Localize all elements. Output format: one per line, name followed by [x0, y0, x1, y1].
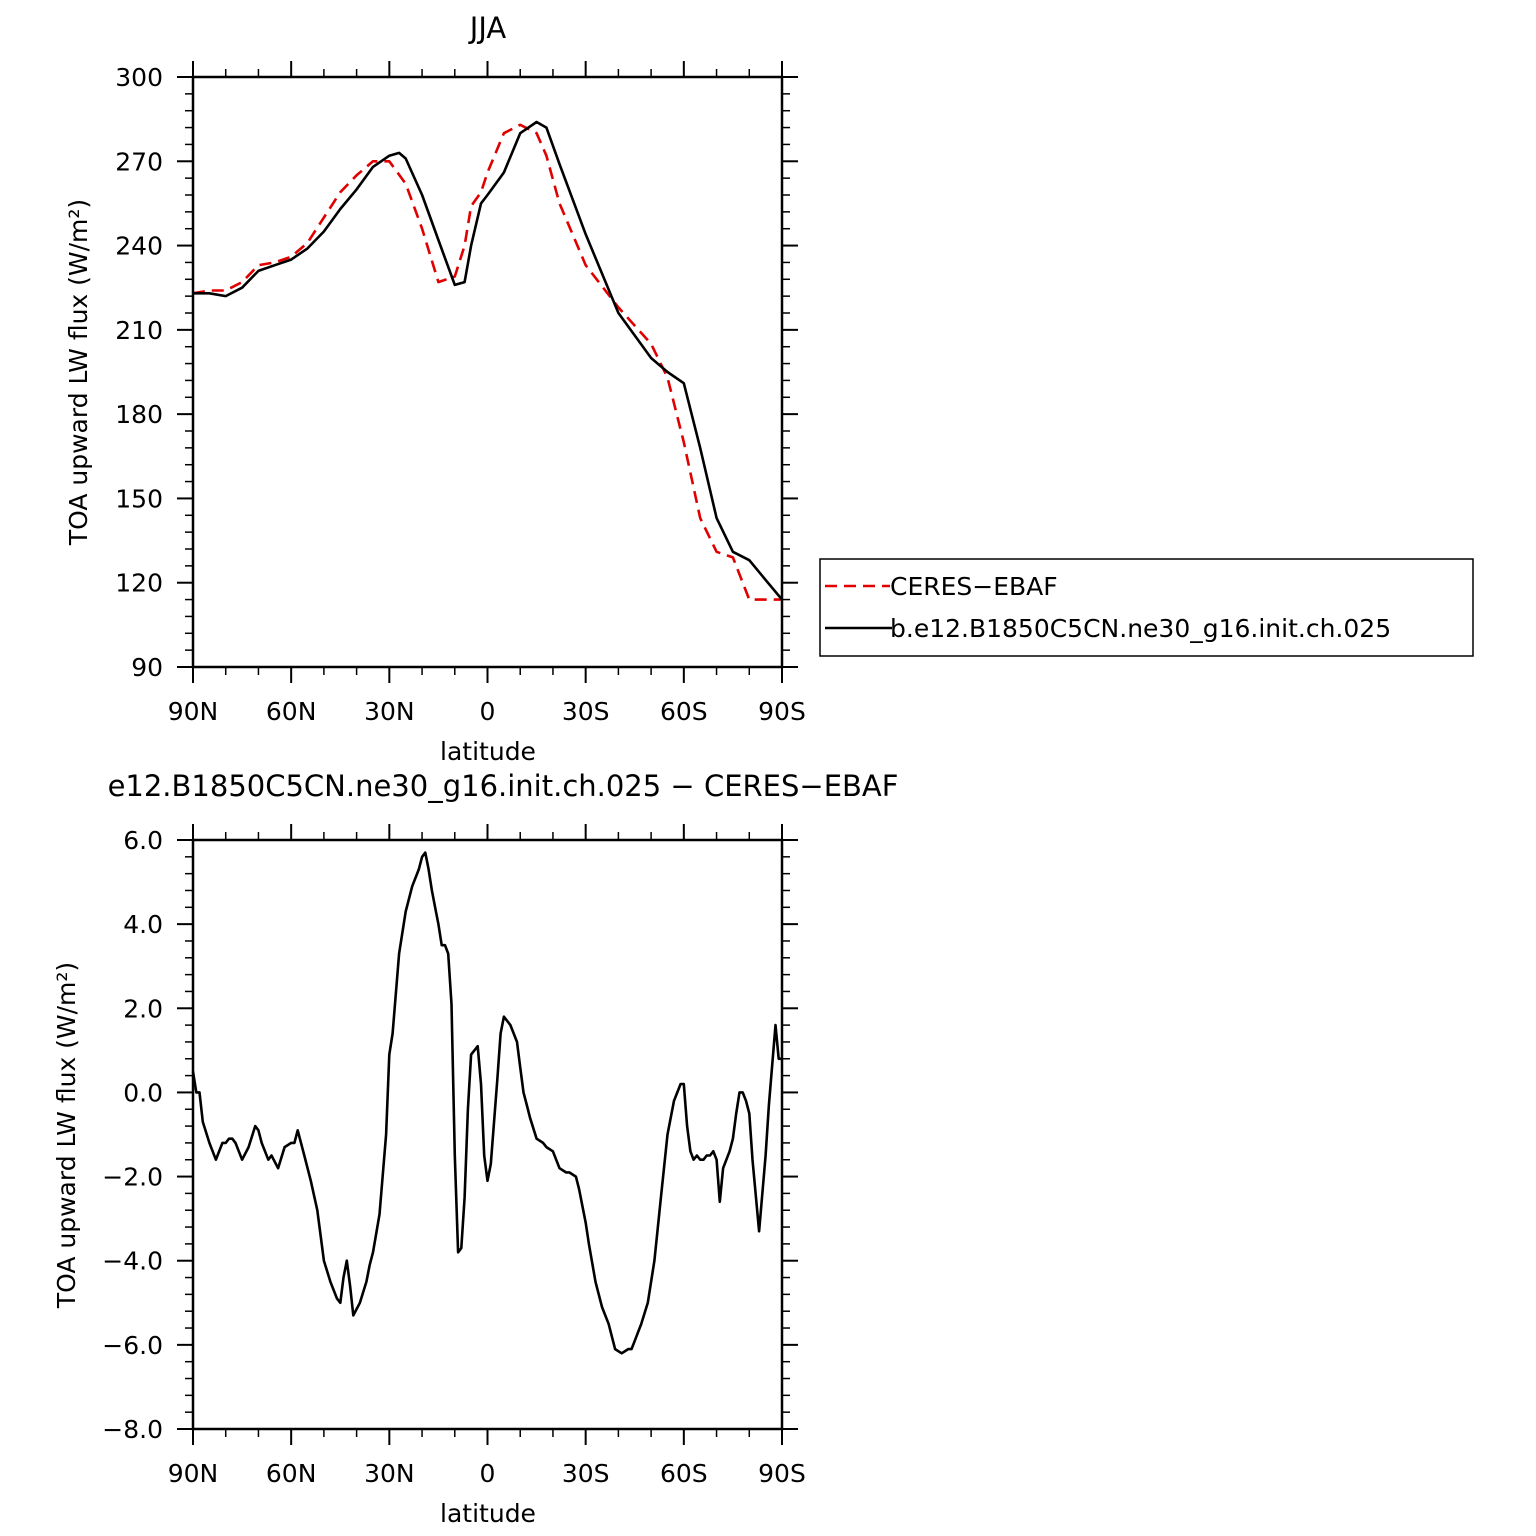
y-tick-label: 4.0: [123, 910, 163, 939]
top-panel: JJA 90 120 150 180 210 240 270 300 90N 60N 30N 0 30S…: [64, 11, 806, 766]
x-tick-label: 30N: [364, 697, 415, 726]
y-tick-label: 120: [115, 569, 163, 598]
x-axis-title-top: latitude: [440, 737, 536, 766]
legend-label-model: b.e12.B1850C5CN.ne30_g16.init.ch.025: [890, 614, 1391, 643]
legend-box: [819, 558, 1474, 657]
x-tick-label: 60N: [266, 1459, 317, 1488]
x-tick-label: 30N: [364, 1459, 415, 1488]
x-tick-label: 60N: [266, 697, 317, 726]
x-tick-label: 90N: [168, 1459, 219, 1488]
y-axis-title-top: TOA upward LW flux (W/m²): [64, 199, 93, 546]
axes-top: 90 120 150 180 210 240 270 300 90N 60N 30N 0 30S 60S 9…: [115, 61, 806, 726]
x-tick-label: 90N: [168, 697, 219, 726]
plot-frame-bottom: [191, 838, 784, 1431]
x-axis-title-bottom: latitude: [440, 1499, 536, 1528]
y-tick-label: −8.0: [102, 1415, 163, 1444]
chart-title-bottom: e12.B1850C5CN.ne30_g16.init.ch.025 − CER…: [108, 769, 899, 803]
y-tick-label: 2.0: [123, 994, 163, 1023]
legend: CERES−EBAF b.e12.B1850C5CN.ne30_g16.init…: [819, 558, 1474, 657]
y-tick-label: 180: [115, 400, 163, 429]
x-tick-label: 0: [480, 697, 496, 726]
y-tick-label: −6.0: [102, 1331, 163, 1360]
y-tick-label: 90: [131, 653, 163, 682]
plot-frame-top: [191, 75, 784, 669]
x-tick-label: 30S: [562, 697, 610, 726]
x-tick-label: 30S: [562, 1459, 610, 1488]
y-tick-label: 150: [115, 484, 163, 513]
x-tick-label: 60S: [660, 1459, 708, 1488]
series-lines-bottom: [191, 851, 782, 1355]
y-tick-label: 270: [115, 147, 163, 176]
series-line-top-1: [193, 120, 783, 601]
x-tick-label: 90S: [758, 697, 806, 726]
y-axis-title-bottom: TOA upward LW flux (W/m²): [52, 962, 81, 1309]
legend-label-ceres: CERES−EBAF: [890, 572, 1058, 601]
x-tick-label: 90S: [758, 1459, 806, 1488]
axes-bottom: −8.0 −6.0 −4.0 −2.0 0.0 2.0 4.0 6.0 90N 60N 30N 0 30…: [102, 824, 806, 1488]
y-tick-label: −4.0: [102, 1247, 163, 1276]
series-lines-top: [192, 120, 783, 601]
y-tick-label: 6.0: [123, 826, 163, 855]
series-line-bottom-0: [191, 851, 782, 1355]
bottom-panel: e12.B1850C5CN.ne30_g16.init.ch.025 − CER…: [52, 769, 898, 1528]
x-tick-label: 60S: [660, 697, 708, 726]
y-tick-label: 0.0: [123, 1078, 163, 1107]
y-tick-label: 300: [115, 63, 163, 92]
y-tick-label: −2.0: [102, 1163, 163, 1192]
y-tick-label: 210: [115, 316, 163, 345]
x-tick-label: 0: [480, 1459, 496, 1488]
y-tick-label: 240: [115, 232, 163, 261]
chart-title-top: JJA: [468, 11, 507, 45]
series-line-top-0: [192, 123, 782, 601]
